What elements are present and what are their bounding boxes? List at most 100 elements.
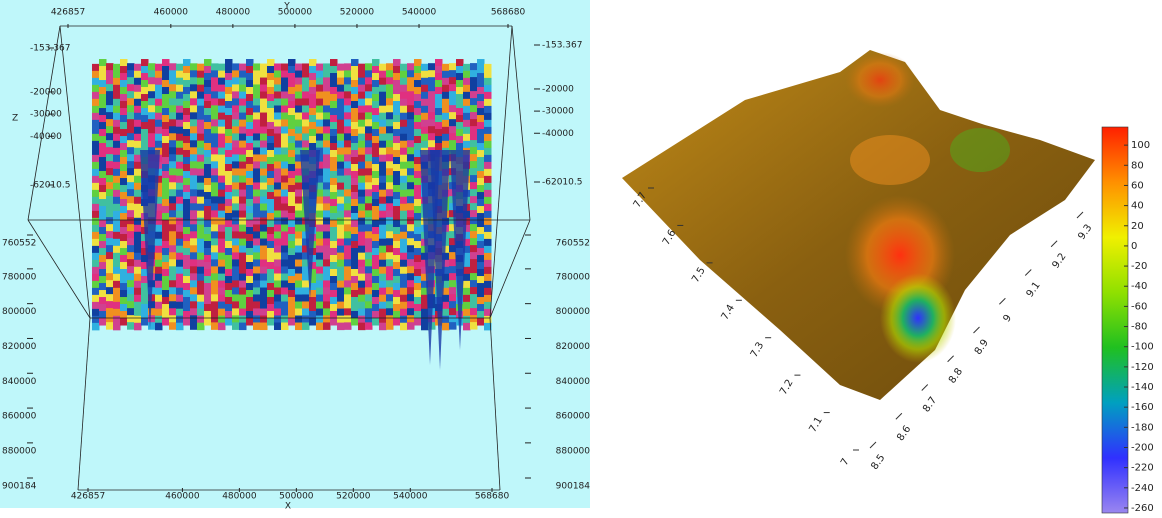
surface-cell (407, 147, 415, 155)
surface-cell (344, 266, 352, 274)
surface-cell (344, 196, 352, 204)
surface-cell (386, 133, 394, 141)
surface-cell (428, 63, 436, 70)
surface-cell (428, 98, 436, 106)
surface-cell (120, 234, 128, 242)
surface-cell (260, 155, 268, 163)
surface-cell (127, 252, 135, 260)
surface-cell (197, 155, 205, 163)
surface-cell (365, 245, 373, 253)
surface-cell (295, 239, 303, 247)
surface-cell (351, 143, 359, 151)
surface-cell (106, 280, 114, 288)
surface-cell (225, 129, 233, 137)
surface-cell (281, 196, 289, 204)
surface-cell (246, 87, 254, 95)
surface-cell (323, 63, 331, 71)
surface-cell (120, 136, 128, 144)
surface-cell (190, 63, 198, 71)
surface-cell (379, 232, 387, 240)
surface-cell (400, 120, 408, 128)
surface-cell (176, 274, 184, 282)
surface-cell (442, 302, 450, 310)
surface-cell (274, 154, 282, 162)
surface-cell (281, 84, 289, 92)
surface-cell (99, 73, 107, 81)
surface-cell (477, 122, 485, 129)
surface-cell (365, 119, 373, 127)
surface-cell (407, 189, 415, 197)
surface-cell (169, 280, 177, 288)
surface-cell (169, 70, 177, 78)
surface-cell (190, 91, 198, 99)
surface-cell (428, 91, 436, 99)
surface-cell (288, 241, 296, 249)
surface-cell (197, 260, 205, 268)
surface-cell (232, 77, 240, 85)
surface-cell (309, 101, 317, 109)
surface-cell (400, 211, 408, 219)
surface-cell (183, 87, 191, 95)
surface-cell (197, 148, 205, 156)
surface-cell (99, 234, 107, 242)
surface-cell (267, 283, 275, 291)
surface-cell (99, 304, 107, 312)
surface-cell (99, 199, 107, 207)
surface-cell (260, 316, 268, 324)
surface-cell (337, 78, 345, 86)
surface-cell (218, 267, 226, 275)
surface-cell (225, 150, 233, 158)
surface-cell (365, 133, 373, 141)
surface-cell (239, 176, 247, 184)
surface-cell (106, 168, 114, 176)
surface-cell (379, 211, 387, 219)
surface-cell (288, 248, 296, 256)
surface-cell (190, 210, 198, 218)
surface-cell (162, 87, 170, 95)
surface-cell (344, 98, 352, 106)
surface-cell (120, 241, 128, 249)
surface-cell (127, 259, 135, 267)
surface-cell (183, 269, 191, 277)
surface-cell (484, 71, 492, 79)
surface-cell (337, 253, 345, 261)
surface-cell (281, 189, 289, 197)
surface-cell (407, 119, 415, 127)
surface-cell (246, 206, 254, 214)
surface-cell (253, 231, 261, 239)
surface-cell (134, 267, 142, 275)
surface-cell (386, 98, 394, 106)
surface-cell (484, 288, 492, 296)
surface-cell (246, 122, 254, 130)
surface-cell (246, 234, 254, 242)
surface-cell (323, 112, 331, 120)
surface-cell (302, 126, 310, 133)
surface-cell (190, 140, 198, 148)
surface-cell (218, 225, 226, 233)
surface-cell (351, 59, 359, 66)
surface-cell (386, 266, 394, 274)
surface-cell (246, 297, 254, 305)
surface-cell (169, 119, 177, 127)
surface-cell (372, 164, 380, 172)
surface-cell (246, 80, 254, 88)
surface-cell (232, 70, 240, 78)
surface-cell (267, 136, 275, 144)
surface-cell (225, 164, 233, 172)
surface-cell (169, 273, 177, 281)
surface-cell (302, 315, 310, 323)
surface-cell (393, 311, 401, 319)
surface-cell (92, 190, 100, 198)
surface-cell (232, 98, 240, 106)
surface-cell (190, 231, 198, 239)
surface-cell (365, 182, 373, 190)
surface-cell (470, 98, 478, 106)
surface-cell (176, 316, 184, 324)
surface-cell (176, 246, 184, 254)
surface-cell (337, 106, 345, 114)
surface-cell (183, 94, 191, 102)
surface-cell (218, 281, 226, 289)
surface-cell (204, 255, 212, 263)
surface-cell (449, 273, 457, 281)
surface-cell (379, 71, 387, 79)
